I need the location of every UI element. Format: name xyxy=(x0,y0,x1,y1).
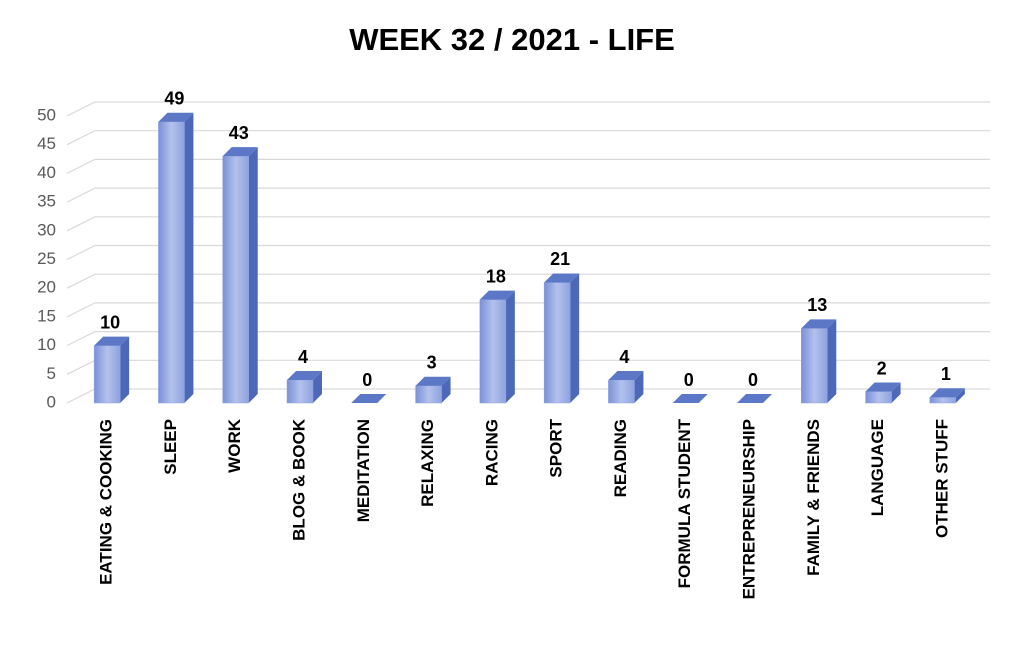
x-tick-label: FORMULA STUDENT xyxy=(675,418,694,588)
grid-line xyxy=(66,187,990,203)
y-tick-label: 40 xyxy=(37,163,56,182)
grid-line xyxy=(66,158,990,174)
x-tick-label: ENTREPRENEURSHIP xyxy=(739,419,758,599)
y-tick-label: 15 xyxy=(37,306,56,325)
bar-top xyxy=(415,376,451,386)
x-tick-label: RELAXING xyxy=(418,419,437,507)
x-tick-label: EATING & COOKING xyxy=(97,419,116,585)
grid-line xyxy=(66,101,990,117)
x-tick-label: READING xyxy=(611,419,630,497)
bar-side xyxy=(570,273,580,403)
x-tick-label: WORK xyxy=(225,418,244,473)
y-tick-label: 30 xyxy=(37,220,56,239)
bar xyxy=(415,385,442,404)
bar-top xyxy=(801,319,837,329)
bar-top xyxy=(94,336,130,346)
value-label: 0 xyxy=(684,370,694,390)
x-tick-label: MEDITATION xyxy=(354,419,373,522)
bar-top xyxy=(479,290,515,300)
bar xyxy=(479,299,507,404)
x-tick-label: SPORT xyxy=(547,418,566,477)
y-tick-label: 35 xyxy=(37,192,56,211)
value-label: 1 xyxy=(941,364,951,384)
bar xyxy=(222,155,249,404)
bar-side xyxy=(441,376,451,403)
bar-side xyxy=(891,382,901,403)
bar-side xyxy=(505,290,515,403)
grid-line xyxy=(66,216,990,232)
bar-top xyxy=(351,394,387,403)
y-tick-label: 45 xyxy=(37,134,56,153)
value-label: 4 xyxy=(298,347,308,367)
x-tick-label: OTHER STUFF xyxy=(932,419,951,538)
chart-title: WEEK 32 / 2021 - LIFE xyxy=(349,22,675,57)
x-tick-label: LANGUAGE xyxy=(868,419,887,516)
x-tick-label: SLEEP xyxy=(161,419,180,475)
bar-top xyxy=(672,394,708,403)
value-label: 49 xyxy=(164,88,184,108)
bar-top xyxy=(222,147,258,157)
y-tick-label: 5 xyxy=(47,364,56,383)
bar xyxy=(801,328,828,404)
bar xyxy=(286,379,314,404)
value-label: 0 xyxy=(748,370,758,390)
value-label: 18 xyxy=(486,266,506,286)
bar xyxy=(865,391,892,404)
bar xyxy=(608,379,635,404)
grid-line xyxy=(66,388,990,404)
y-tick-label: 10 xyxy=(37,335,56,354)
bar-side xyxy=(313,371,322,403)
grid-line xyxy=(66,130,990,146)
bar-top xyxy=(544,273,580,283)
value-label: 0 xyxy=(362,370,372,390)
bar-side xyxy=(120,336,130,403)
bar-top xyxy=(608,371,644,381)
bar-side xyxy=(634,371,644,403)
grid-line xyxy=(66,302,990,318)
bar-top xyxy=(737,394,772,403)
bar xyxy=(929,397,957,404)
bar xyxy=(158,121,185,404)
value-label: 43 xyxy=(229,123,249,143)
x-tick-label: RACING xyxy=(482,419,501,486)
bar-top xyxy=(287,371,322,381)
value-label: 4 xyxy=(619,347,629,367)
bar xyxy=(93,345,121,404)
x-tick-label: FAMILY & FRIENDS xyxy=(804,419,823,576)
bar-side xyxy=(955,388,965,403)
bar-top xyxy=(929,388,965,398)
grid-line xyxy=(66,244,990,261)
bar-top xyxy=(158,112,194,122)
bar-side xyxy=(248,147,258,403)
y-tick-label: 50 xyxy=(37,105,56,124)
y-tick-label: 25 xyxy=(37,249,56,268)
bar-side xyxy=(184,112,194,404)
bar-top xyxy=(865,382,901,392)
value-label: 3 xyxy=(427,353,437,373)
y-tick-label: 0 xyxy=(47,392,56,411)
value-label: 13 xyxy=(807,295,827,315)
grid-line xyxy=(66,331,990,347)
bar-side xyxy=(827,319,837,403)
grid-line xyxy=(66,359,990,375)
value-label: 10 xyxy=(100,312,120,332)
y-tick-label: 20 xyxy=(37,278,56,297)
value-label: 2 xyxy=(877,358,887,378)
bar xyxy=(543,282,571,404)
grid-line xyxy=(66,273,990,289)
value-label: 21 xyxy=(550,249,570,269)
x-tick-label: BLOG & BOOK xyxy=(289,418,308,541)
